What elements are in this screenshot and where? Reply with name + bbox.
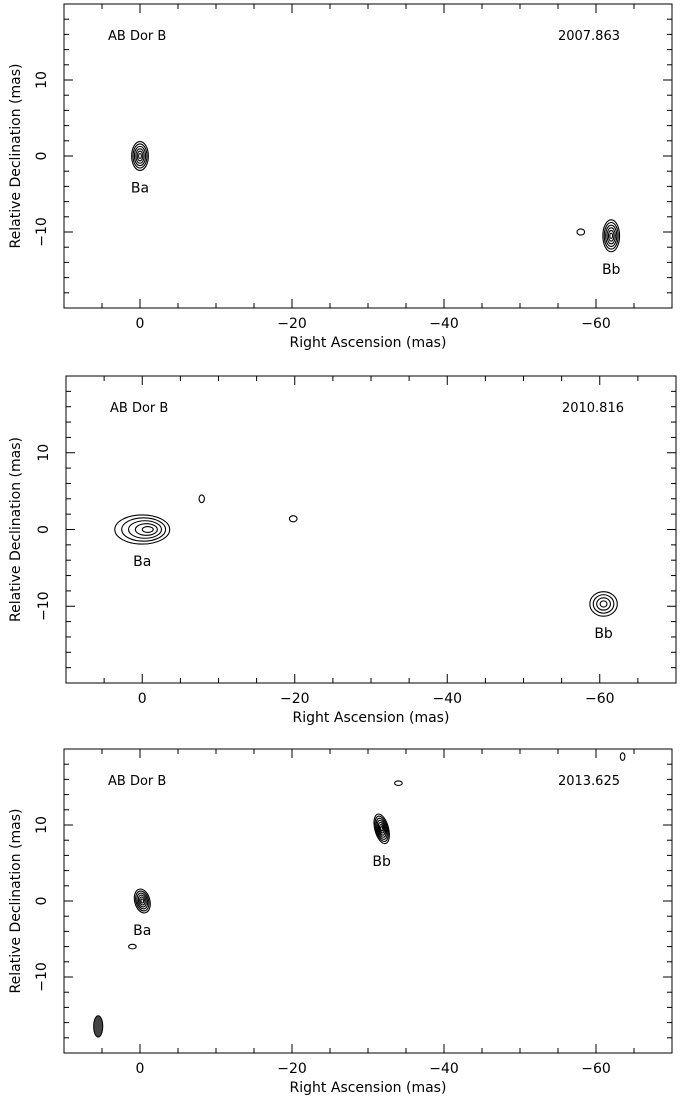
component-bb-contours (373, 813, 390, 845)
x-tick-label: 0 (136, 1061, 145, 1077)
contour-level (380, 826, 384, 832)
contour-level (137, 894, 147, 908)
contour-level (140, 898, 145, 904)
component-label: Bb (372, 854, 391, 870)
beam-ellipse (93, 1015, 104, 1038)
contour-level (134, 523, 158, 536)
y-tick-label: 0 (34, 152, 50, 161)
contour-level (139, 896, 146, 906)
noise-contour (394, 780, 403, 787)
x-tick-label: 0 (138, 691, 147, 707)
x-tick-label: −20 (277, 1061, 307, 1077)
contour-level (376, 819, 387, 838)
contour-level (121, 517, 167, 542)
y-tick-label: 10 (36, 444, 52, 462)
contour-level (599, 600, 608, 608)
contour-level (374, 815, 389, 843)
contour-level (375, 817, 388, 840)
y-tick-label: 10 (34, 71, 50, 89)
contour-level (373, 813, 390, 845)
source-label: AB Dor B (110, 401, 168, 416)
component-label: Ba (133, 923, 151, 939)
component-label: Bb (602, 262, 621, 278)
noise-contour (198, 494, 205, 504)
contour-level (606, 227, 616, 245)
component-ba-contours (114, 514, 171, 545)
epoch-label: 2013.625 (558, 774, 620, 789)
component-ba-contours (133, 888, 151, 914)
noise-contour (288, 515, 298, 523)
y-tick-label: −10 (36, 591, 52, 621)
x-tick-label: −40 (429, 1061, 459, 1077)
x-tick-label: −40 (432, 691, 462, 707)
panel-2: 0 −20 −40 −60 −10 0 10 Right Ascension (mas) Rel… (8, 375, 677, 726)
epoch-label: 2007.863 (558, 29, 620, 44)
y-tick-label: 0 (36, 525, 52, 534)
x-axis-label: Right Ascension (mas) (290, 335, 447, 351)
y-tick-label: 0 (34, 897, 50, 906)
component-label: Ba (133, 554, 151, 570)
contour-level (607, 229, 615, 242)
noise-contour (128, 943, 137, 950)
epoch-label: 2010.816 (562, 401, 624, 416)
x-axis-label: Right Ascension (mas) (293, 710, 450, 726)
contour-level (136, 892, 149, 910)
y-tick-label: 10 (34, 816, 50, 834)
contour-level (141, 526, 154, 533)
noise-contour (576, 228, 586, 236)
contour-level (132, 143, 148, 169)
x-axis-label: Right Ascension (mas) (290, 1080, 447, 1096)
x-tick-label: −20 (280, 691, 310, 707)
plot-frame (63, 3, 673, 309)
y-tick-label: −10 (34, 217, 50, 247)
y-axis-label: Relative Declination (mas) (8, 809, 24, 994)
contour-level (135, 890, 150, 912)
component-label: Ba (131, 180, 149, 196)
contour-level (378, 824, 385, 834)
contour-level (114, 514, 171, 545)
y-tick-label: −10 (34, 962, 50, 992)
source-label: AB Dor B (108, 774, 166, 789)
contour-level (131, 141, 149, 171)
x-tick-label: −40 (429, 316, 459, 332)
contour-level (377, 821, 386, 836)
contour-level (603, 221, 619, 250)
y-axis-label: Relative Declination (mas) (8, 437, 24, 622)
contour-level (136, 150, 144, 162)
component-bb-contours (589, 591, 618, 617)
contour-level (605, 224, 618, 247)
contour-level (135, 148, 145, 164)
x-tick-label: −20 (277, 316, 307, 332)
component-bb-contours (602, 219, 621, 253)
panel-3: 0 −20 −40 −60 −10 0 10 Right Ascension (mas) Rel… (8, 748, 673, 1096)
contour-level (133, 145, 147, 167)
contour-level (589, 591, 618, 617)
noise-contour (619, 752, 626, 761)
contour-level (127, 520, 163, 539)
plot-frame (63, 748, 673, 1054)
x-tick-label: −60 (581, 1061, 611, 1077)
x-tick-label: 0 (136, 316, 145, 332)
contour-level (596, 597, 611, 611)
contour-level (138, 153, 142, 159)
panel-1: 0 −20 −40 −60 −10 0 10 Right Ascension (mas) Rel… (8, 3, 673, 351)
contour-level (602, 219, 621, 253)
source-label: AB Dor B (108, 29, 166, 44)
contour-level (609, 232, 614, 240)
component-ba-contours (131, 141, 149, 171)
x-tick-label: −60 (581, 316, 611, 332)
contour-level (133, 888, 151, 914)
y-axis-label: Relative Declination (mas) (8, 64, 24, 249)
contour-level (592, 594, 615, 614)
x-tick-label: −60 (585, 691, 615, 707)
component-label: Bb (594, 626, 613, 642)
